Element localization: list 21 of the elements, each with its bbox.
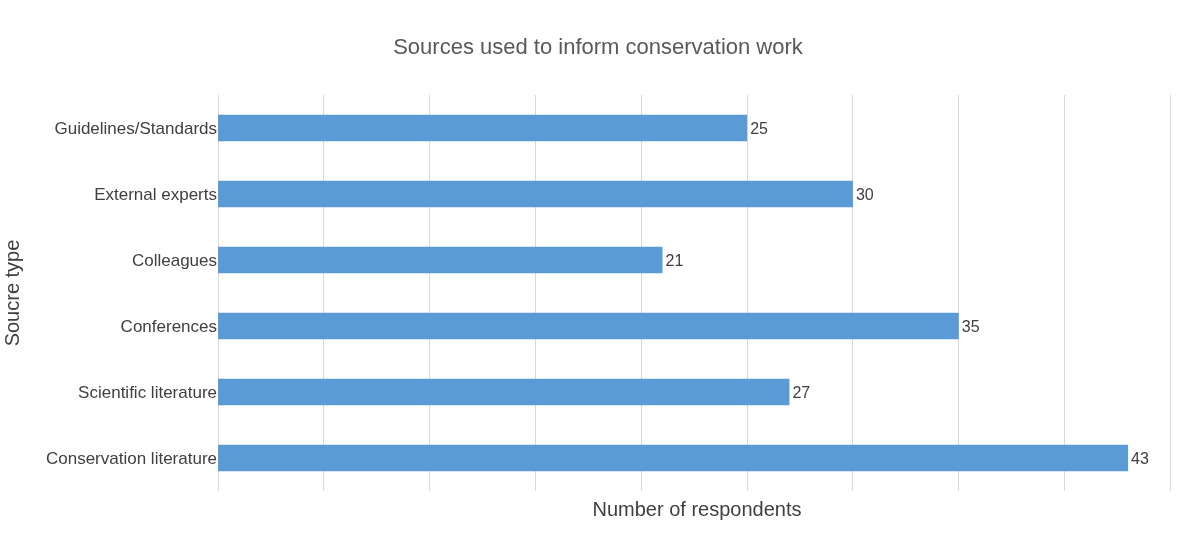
bar (218, 114, 748, 142)
data-label: 27 (792, 383, 811, 401)
y-tick-label: Conferences (120, 316, 217, 336)
bar (218, 246, 663, 274)
y-tick-label: Scientific literature (78, 382, 217, 402)
data-label: 25 (750, 119, 769, 137)
data-label: 30 (855, 185, 874, 203)
chart-title: Sources used to inform conservation work (393, 33, 804, 59)
x-axis-title: Number of respondents (592, 497, 802, 520)
data-label: 35 (961, 317, 980, 335)
data-label: 43 (1131, 449, 1149, 467)
bar (218, 378, 790, 406)
bar (218, 444, 1129, 472)
y-tick-label: Colleagues (131, 250, 217, 270)
bar (218, 180, 853, 208)
y-tick-label: External experts (94, 184, 217, 204)
data-label: 21 (665, 251, 684, 269)
y-axis-title: Soucre type (1, 239, 24, 347)
bar (218, 312, 959, 340)
y-tick-label: Guidelines/Standards (54, 118, 217, 138)
y-tick-label: Conservation literature (45, 448, 217, 468)
